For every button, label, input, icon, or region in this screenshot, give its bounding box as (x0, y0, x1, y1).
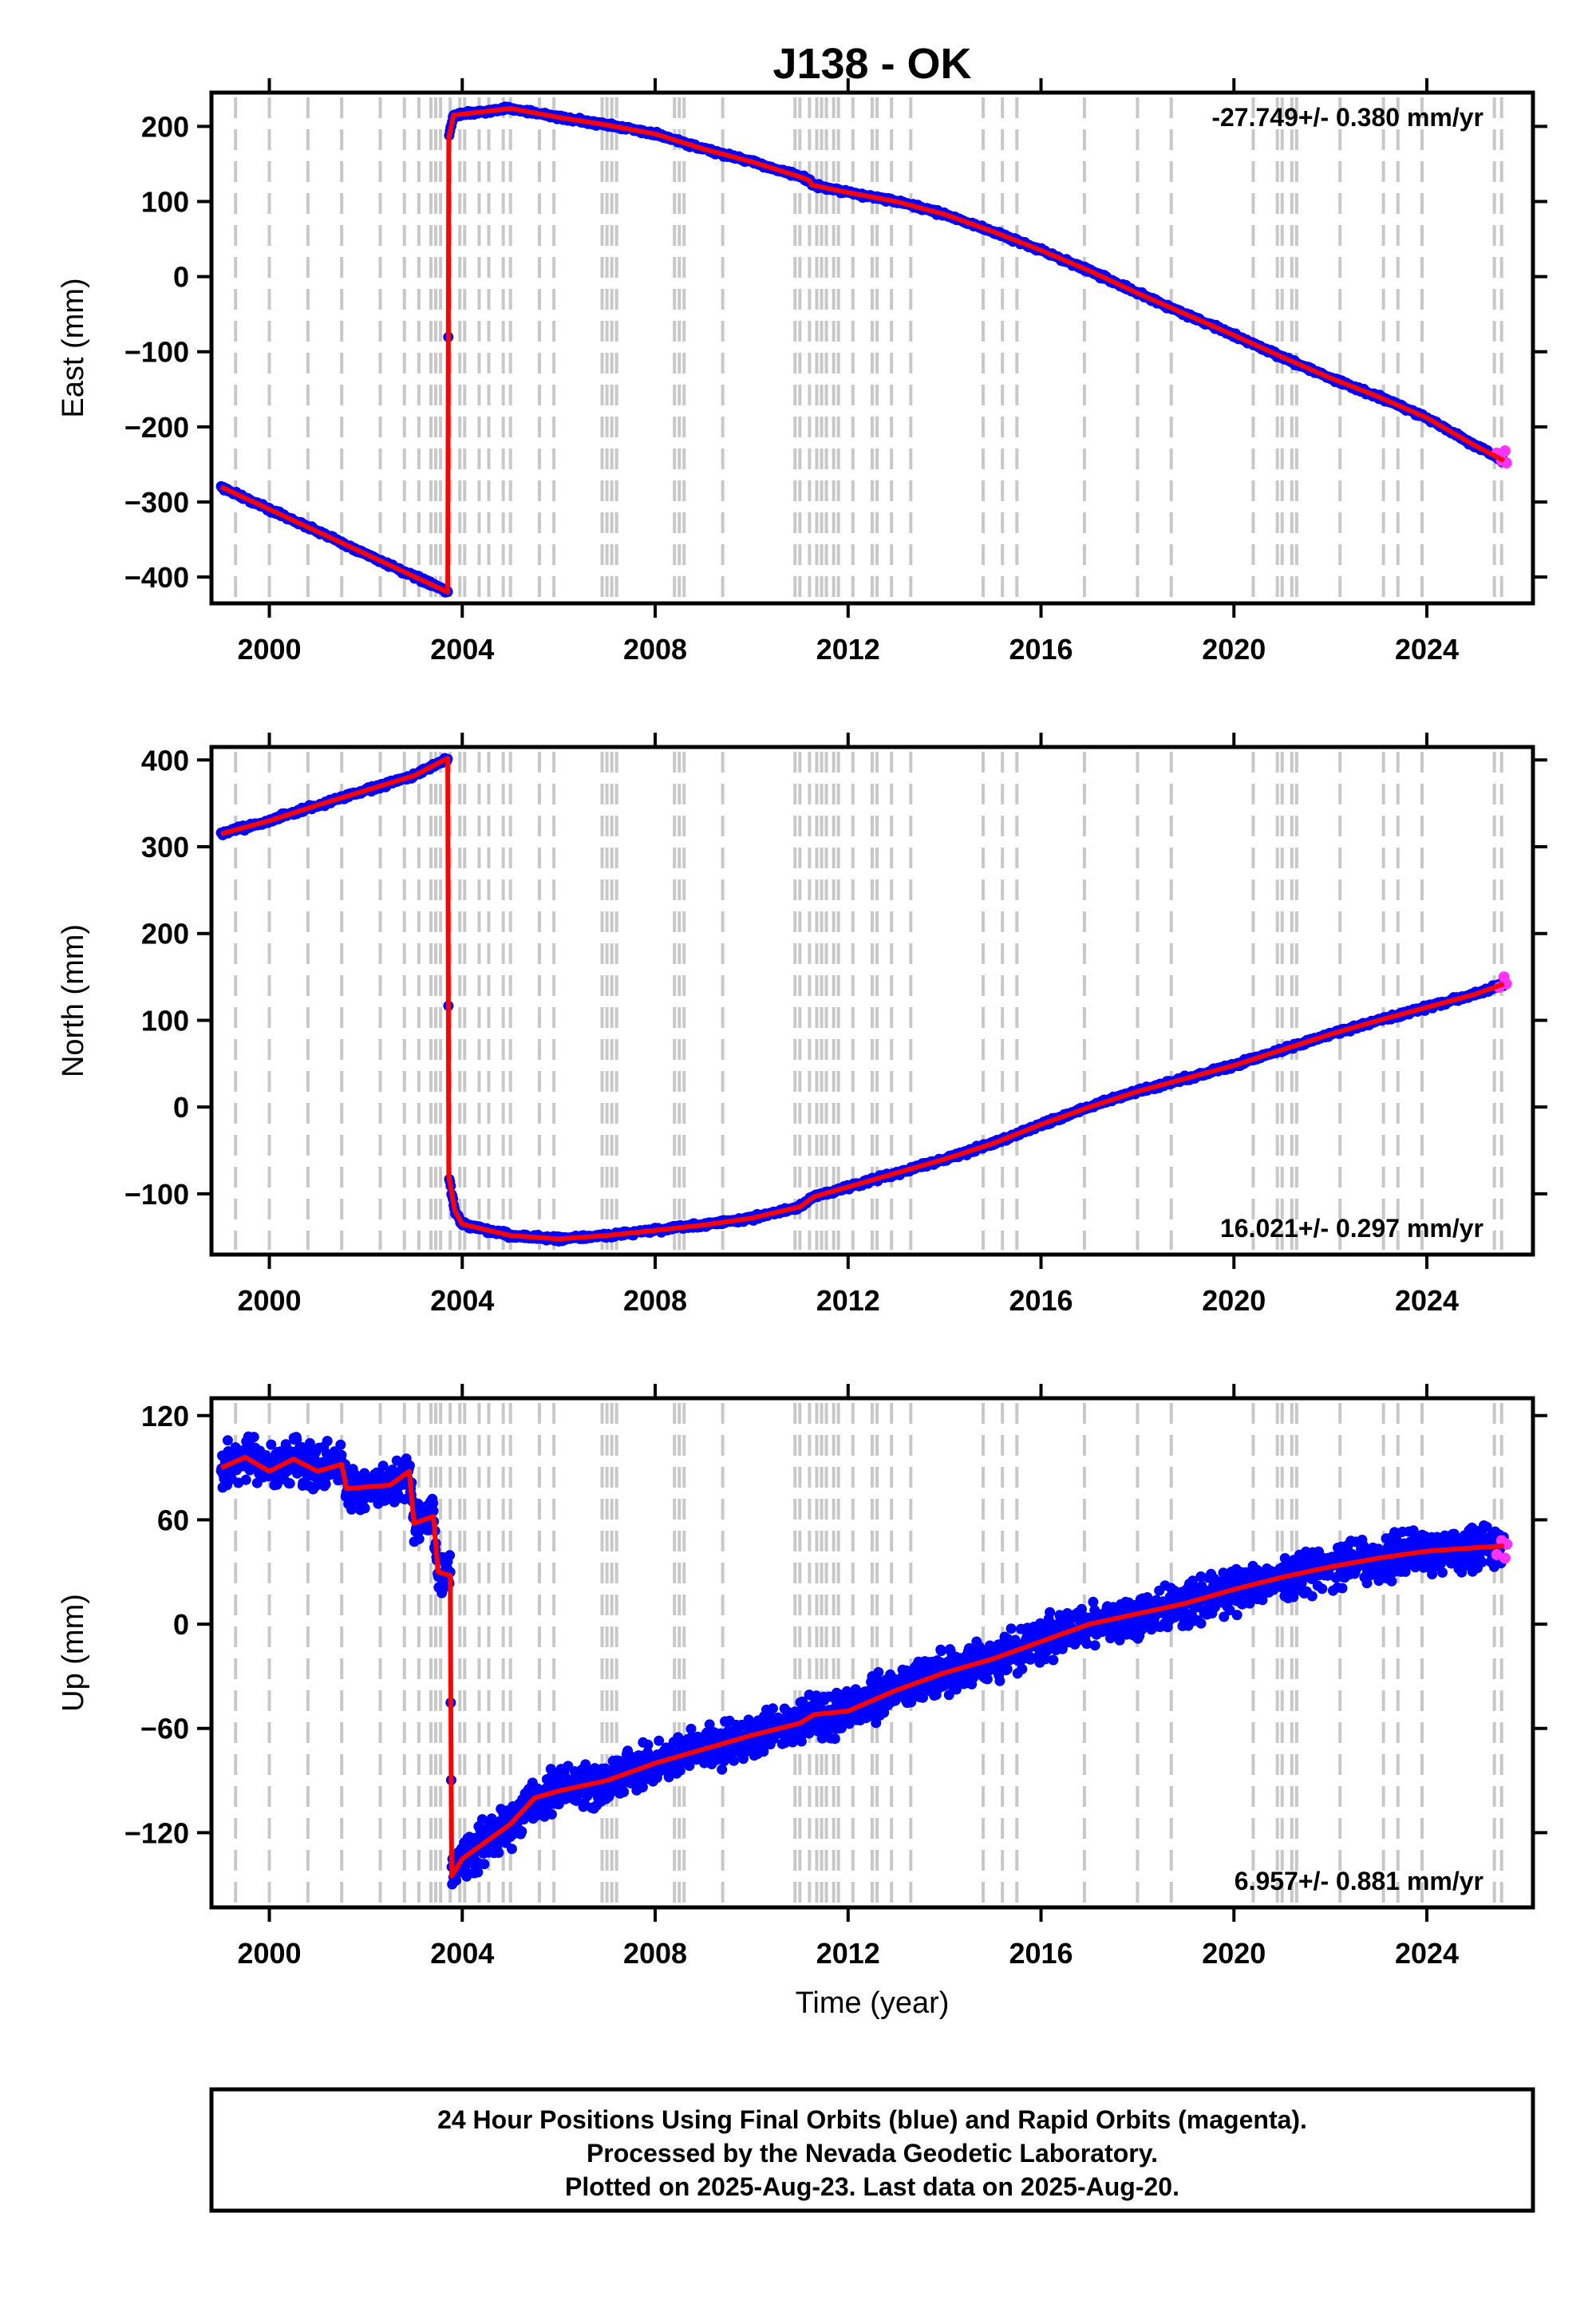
y-tick-label: 0 (173, 1091, 189, 1124)
data-point (335, 1439, 346, 1450)
panel-2: 400 300 200 100 0 −100 2000 2004 2008 2012 2016 202… (57, 733, 1547, 1317)
data-point (479, 1859, 490, 1870)
data-point (506, 1844, 517, 1855)
y-tick-label: −100 (124, 1178, 189, 1211)
x-tick-label: 2012 (816, 633, 880, 666)
data-point (717, 1764, 728, 1775)
data-point (240, 1474, 251, 1485)
data-point (850, 1684, 861, 1695)
final-orbit-points (215, 101, 1512, 598)
y-tick-label: −300 (124, 486, 189, 519)
y-tick-label: 0 (173, 261, 189, 294)
data-point (618, 1786, 630, 1797)
x-tick-label: 2008 (623, 1284, 687, 1317)
data-point (451, 1875, 462, 1886)
data-point (222, 1435, 233, 1446)
chart-title: J138 - OK (772, 40, 971, 88)
y-axis-label: North (mm) (57, 924, 90, 1077)
data-point (704, 1719, 715, 1730)
data-point (359, 1503, 370, 1514)
y-tick-label: −200 (124, 411, 189, 444)
x-tick-label: 2012 (816, 1284, 880, 1317)
y-tick-label: 100 (141, 185, 189, 218)
data-point (642, 1739, 654, 1750)
x-tick-label: 2004 (430, 633, 494, 666)
velocity-rate-label: 16.021+/- 0.297 mm/yr (1220, 1214, 1483, 1243)
x-tick-label: 2016 (1009, 1284, 1073, 1317)
y-tick-label: 300 (141, 831, 189, 864)
data-point (758, 1746, 769, 1757)
data-point (444, 1550, 456, 1561)
y-tick-label: −400 (124, 561, 189, 594)
plot-frame (209, 745, 1535, 1257)
data-point (685, 1723, 697, 1734)
model-fit-line (219, 105, 1506, 595)
data-point (637, 1781, 648, 1792)
data-point (516, 1826, 527, 1837)
data-point (320, 1479, 331, 1490)
data-point (266, 1439, 277, 1450)
data-point (248, 1432, 259, 1443)
panel-1: 200 100 0 −100 −200 −300 −400 2000 2004 2008 2012 2… (57, 78, 1547, 666)
x-tick-label: 2020 (1202, 633, 1266, 666)
data-point (729, 1755, 740, 1766)
plot-frame (209, 90, 1535, 606)
data-point (291, 1434, 302, 1445)
x-tick-label: 2000 (237, 633, 301, 666)
velocity-rate-label: -27.749+/- 0.380 mm/yr (1211, 103, 1483, 132)
data-point (413, 1533, 425, 1544)
data-point (546, 1808, 557, 1820)
data-point (674, 1765, 685, 1776)
data-point (284, 1478, 295, 1489)
data-point (428, 1497, 439, 1508)
rapid-orbit-point (1499, 445, 1511, 456)
x-tick-label: 2004 (430, 1284, 494, 1317)
x-tick-label: 2008 (623, 633, 687, 666)
data-point (476, 1814, 488, 1825)
final-orbit-points (215, 753, 1512, 1247)
data-point (322, 1436, 333, 1447)
x-tick-label: 2000 (237, 1284, 301, 1317)
y-tick-label: 200 (141, 918, 189, 951)
data-point (493, 1848, 504, 1858)
y-tick-label: 400 (141, 744, 189, 777)
rapid-orbit-point (1500, 978, 1512, 990)
y-tick-label: −100 (124, 336, 189, 369)
data-point (836, 1722, 847, 1733)
y-axis-label: East (mm) (57, 278, 90, 417)
y-tick-label: 100 (141, 1004, 189, 1037)
x-tick-label: 2024 (1395, 633, 1459, 666)
data-point (780, 1737, 791, 1749)
model-fit-line (220, 756, 1505, 1242)
x-tick-label: 2016 (1009, 633, 1073, 666)
data-point (377, 1460, 389, 1472)
data-point (428, 1505, 439, 1516)
data-point (404, 1460, 415, 1471)
data-point (768, 1703, 778, 1714)
data-point (829, 1733, 840, 1745)
data-point (472, 1867, 484, 1878)
x-tick-label: 2024 (1395, 1284, 1459, 1317)
data-point (654, 1735, 665, 1746)
data-point (684, 1761, 695, 1771)
x-tick-label: 2020 (1202, 1284, 1266, 1317)
y-tick-label: 200 (141, 110, 189, 143)
data-point (336, 1449, 347, 1460)
